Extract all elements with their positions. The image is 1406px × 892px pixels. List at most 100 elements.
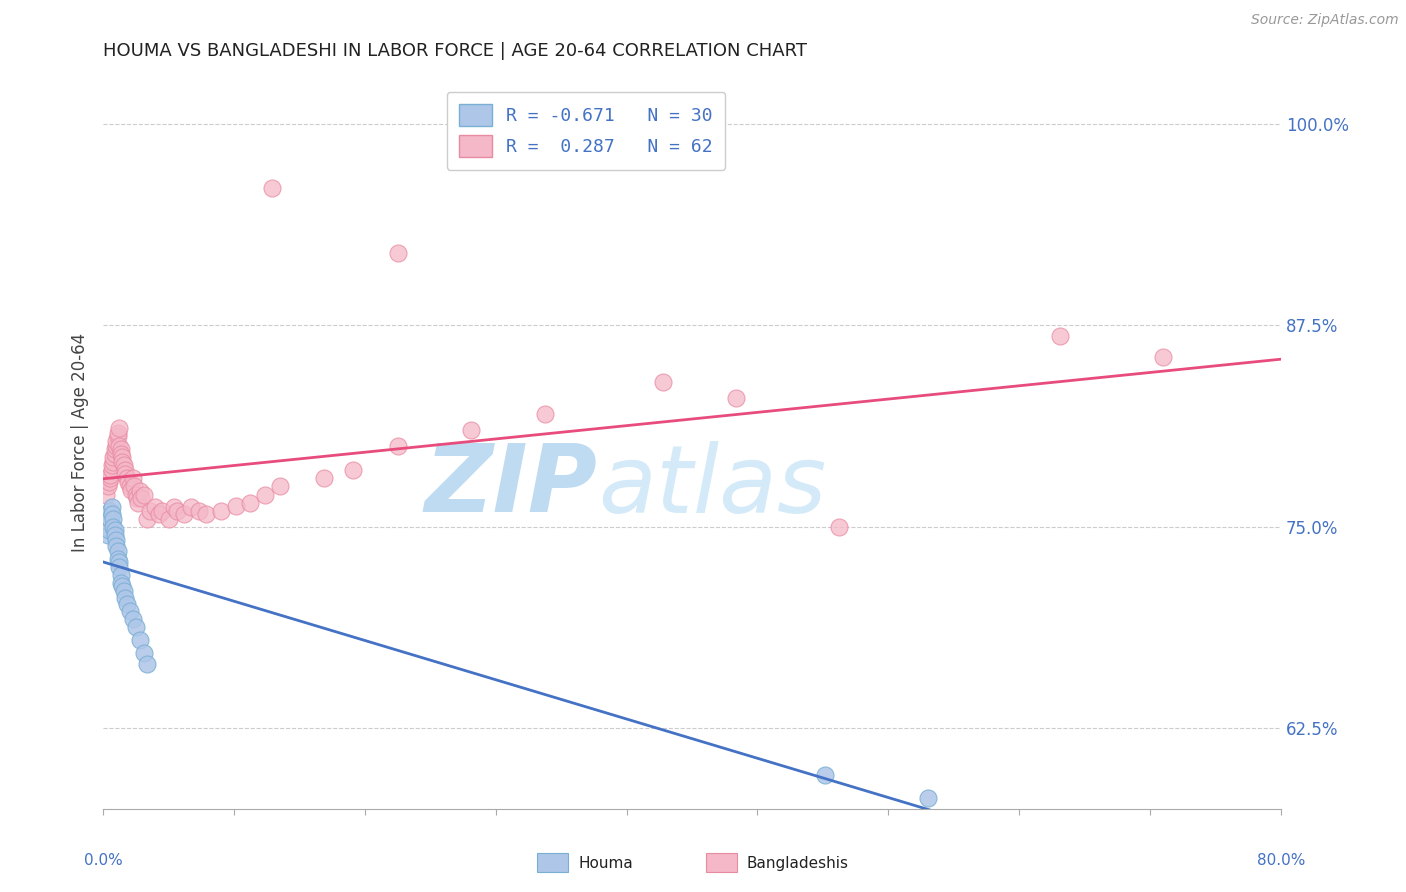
Point bbox=[112, 458, 135, 473]
Point bbox=[651, 375, 673, 389]
Point bbox=[173, 507, 195, 521]
Point bbox=[166, 503, 188, 517]
Point bbox=[387, 439, 409, 453]
Point bbox=[110, 576, 132, 591]
Point bbox=[1152, 351, 1174, 365]
Point bbox=[150, 503, 173, 517]
Point bbox=[195, 507, 218, 521]
Point bbox=[114, 463, 136, 477]
Point bbox=[122, 479, 145, 493]
Point bbox=[101, 463, 124, 477]
Point bbox=[108, 421, 131, 435]
Text: Bangladeshis: Bangladeshis bbox=[747, 856, 849, 871]
Point bbox=[131, 491, 153, 505]
Text: Houma: Houma bbox=[578, 856, 633, 871]
Point bbox=[127, 495, 149, 509]
Point bbox=[103, 520, 125, 534]
Point bbox=[100, 471, 122, 485]
Point bbox=[103, 450, 125, 465]
Point bbox=[115, 471, 138, 485]
Point bbox=[104, 528, 127, 542]
Point bbox=[312, 471, 335, 485]
Text: Source: ZipAtlas.com: Source: ZipAtlas.com bbox=[1251, 13, 1399, 28]
Point bbox=[239, 495, 262, 509]
Text: atlas: atlas bbox=[598, 441, 827, 532]
Point bbox=[98, 475, 121, 489]
Point bbox=[134, 487, 156, 501]
Point bbox=[105, 533, 128, 547]
Point bbox=[101, 507, 124, 521]
Point bbox=[96, 528, 118, 542]
Text: 0.0%: 0.0% bbox=[84, 854, 122, 868]
Point bbox=[460, 423, 482, 437]
Point bbox=[108, 560, 131, 574]
Point bbox=[111, 579, 134, 593]
Point bbox=[117, 475, 139, 489]
Point bbox=[148, 507, 170, 521]
Point bbox=[129, 484, 152, 499]
Point bbox=[107, 544, 129, 558]
Point bbox=[262, 181, 284, 195]
Point bbox=[107, 552, 129, 566]
Point bbox=[121, 471, 143, 485]
Point bbox=[533, 407, 555, 421]
Point bbox=[124, 487, 146, 501]
Point bbox=[101, 500, 124, 515]
Text: ZIP: ZIP bbox=[425, 440, 598, 533]
Point bbox=[118, 604, 141, 618]
Point bbox=[136, 657, 159, 671]
Point bbox=[110, 568, 132, 582]
Point bbox=[115, 597, 138, 611]
Point bbox=[105, 539, 128, 553]
Point bbox=[114, 467, 136, 481]
Point bbox=[917, 790, 939, 805]
Point bbox=[107, 426, 129, 441]
Point bbox=[94, 487, 117, 501]
Point bbox=[103, 512, 125, 526]
Point bbox=[387, 245, 409, 260]
Point bbox=[209, 503, 232, 517]
Text: 80.0%: 80.0% bbox=[1257, 854, 1305, 868]
Legend: R = -0.671   N = 30, R =  0.287   N = 62: R = -0.671 N = 30, R = 0.287 N = 62 bbox=[447, 92, 725, 170]
Point bbox=[98, 523, 121, 537]
Point bbox=[110, 447, 132, 461]
Point bbox=[1049, 329, 1071, 343]
Point bbox=[254, 487, 277, 501]
Point bbox=[124, 620, 146, 634]
Point bbox=[104, 523, 127, 537]
Point bbox=[111, 450, 134, 465]
Point bbox=[96, 479, 118, 493]
Point bbox=[108, 439, 131, 453]
Point bbox=[100, 512, 122, 526]
Point bbox=[813, 768, 835, 782]
Point bbox=[136, 512, 159, 526]
Point bbox=[139, 503, 162, 517]
Point bbox=[111, 455, 134, 469]
Point bbox=[105, 439, 128, 453]
Point bbox=[125, 491, 148, 505]
Point bbox=[101, 458, 124, 473]
Point bbox=[180, 500, 202, 515]
Point bbox=[143, 500, 166, 515]
Point bbox=[107, 429, 129, 443]
Point bbox=[157, 512, 180, 526]
Point bbox=[100, 503, 122, 517]
Point bbox=[121, 612, 143, 626]
Point bbox=[104, 447, 127, 461]
Point bbox=[828, 520, 851, 534]
Point bbox=[134, 646, 156, 660]
Y-axis label: In Labor Force | Age 20-64: In Labor Force | Age 20-64 bbox=[72, 333, 89, 551]
Point bbox=[108, 555, 131, 569]
Point bbox=[104, 442, 127, 457]
Point bbox=[103, 455, 125, 469]
Point bbox=[187, 503, 209, 517]
Point bbox=[105, 434, 128, 449]
Point bbox=[114, 591, 136, 605]
Point bbox=[110, 442, 132, 457]
Point bbox=[225, 499, 247, 513]
Point bbox=[1299, 391, 1322, 405]
Point bbox=[112, 584, 135, 599]
Point bbox=[118, 479, 141, 493]
Point bbox=[129, 632, 152, 647]
Point bbox=[120, 483, 142, 497]
